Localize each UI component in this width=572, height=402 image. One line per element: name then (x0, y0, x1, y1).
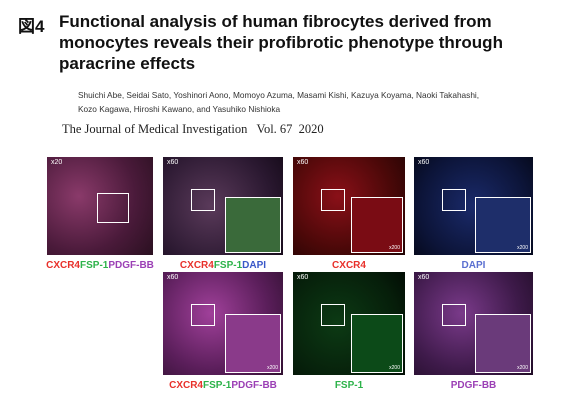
journal: The Journal of Medical Investigation Vol… (62, 122, 324, 137)
inset-magnification: x200 (517, 365, 528, 371)
magnification-label: x60 (297, 274, 309, 281)
inset-image: x200 (475, 197, 531, 253)
zoom-box (442, 189, 466, 211)
figure-label: 図4 (18, 17, 45, 36)
magnification-label: x60 (167, 159, 179, 166)
micrograph: x60 x200 (293, 157, 405, 255)
stain-label: PDGF-BB (450, 380, 497, 391)
inset-image: x200 (351, 197, 403, 253)
panel-caption: CXCR4FSP-1DAPI (153, 260, 293, 271)
magnification-label: x60 (418, 274, 430, 281)
panel-caption: DAPI (404, 260, 543, 271)
zoom-box (442, 304, 466, 326)
stain-label: CXCR4 (169, 380, 203, 391)
journal-name: The Journal of Medical Investigation (62, 122, 248, 136)
stain-label: PDGF-BB (108, 260, 154, 271)
stain-label: FSP-1 (80, 260, 109, 271)
stain-label: CXCR4 (332, 260, 366, 271)
authors-line: Kozo Kagawa, Hiroshi Kawano, and Yasuhik… (78, 104, 281, 114)
inset-magnification: x200 (389, 365, 400, 371)
journal-volume: Vol. 67 (256, 122, 293, 136)
micrograph: x60 (163, 157, 283, 255)
stain-label: FSP-1 (334, 380, 364, 391)
title-line: Functional analysis of human fibrocytes … (59, 12, 492, 31)
micrograph: x20 (47, 157, 153, 255)
inset-magnification: x200 (267, 365, 278, 371)
magnification-label: x20 (51, 159, 63, 166)
zoom-box (321, 304, 345, 326)
inset-image: x200 (351, 314, 403, 373)
stain-label: CXCR4 (46, 260, 80, 271)
magnification-label: x60 (167, 274, 179, 281)
zoom-box (97, 193, 129, 223)
journal-year: 2020 (298, 122, 324, 136)
stain-label: FSP-1 (203, 380, 232, 391)
zoom-box (191, 304, 215, 326)
micrograph: x60 x200 (293, 272, 405, 375)
stain-label: PDGF-BB (231, 380, 277, 391)
micrograph: x60 x200 (163, 272, 283, 375)
magnification-label: x60 (297, 159, 309, 166)
micrograph: x60 x200 (414, 157, 533, 255)
stain-label: FSP-1 (213, 260, 243, 271)
panel-caption: CXCR4 (283, 260, 415, 271)
title-line: paracrine effects (59, 54, 196, 73)
magnification-label: x60 (418, 159, 430, 166)
stain-label: DAPI (461, 260, 486, 271)
inset-magnification: x200 (517, 245, 528, 251)
inset-magnification: x200 (389, 245, 400, 251)
zoom-box (191, 189, 215, 211)
authors-line: Shuichi Abe, Seidai Sato, Yoshinori Aono… (78, 90, 480, 100)
inset-image: x200 (475, 314, 531, 373)
zoom-box (321, 189, 345, 211)
stain-label: DAPI (242, 260, 267, 271)
panel-caption: CXCR4FSP-1PDGF-BB (37, 260, 163, 271)
stain-label: CXCR4 (179, 260, 214, 271)
panel-caption: CXCR4FSP-1PDGF-BB (153, 380, 293, 391)
panel-caption: PDGF-BB (404, 380, 543, 391)
panel-caption: FSP-1 (283, 380, 415, 391)
title-line: monocytes reveals their profibrotic phen… (59, 33, 503, 52)
inset-image: x200 (225, 314, 281, 373)
micrograph: x60 x200 (414, 272, 533, 375)
inset-image (225, 197, 281, 253)
